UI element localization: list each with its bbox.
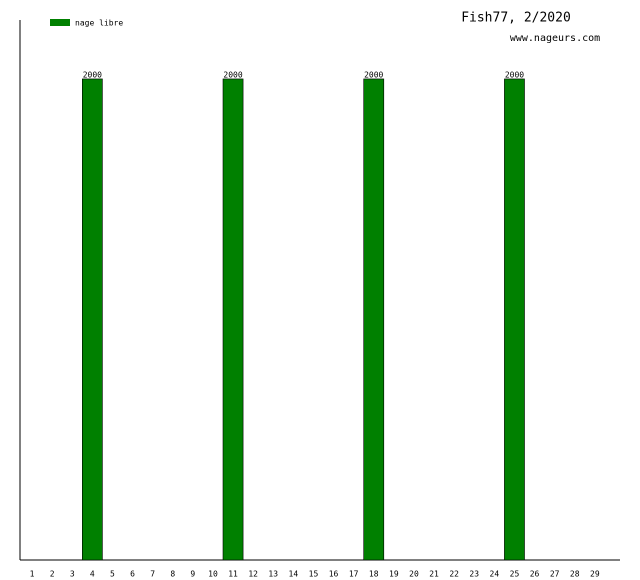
x-tick-label: 29 xyxy=(590,570,600,579)
x-tick-label: 14 xyxy=(289,570,299,579)
x-tick-label: 11 xyxy=(228,570,238,579)
x-tick-label: 27 xyxy=(550,570,560,579)
bar xyxy=(363,78,385,561)
x-tick-label: 9 xyxy=(190,570,195,579)
x-tick-label: 26 xyxy=(530,570,540,579)
x-tick-label: 18 xyxy=(369,570,379,579)
x-tick-label: 22 xyxy=(449,570,459,579)
value-label: 2000 xyxy=(83,70,102,79)
x-tick-label: 7 xyxy=(150,570,155,579)
x-tick-label: 23 xyxy=(469,570,479,579)
x-tick-label: 25 xyxy=(510,570,520,579)
chart-title: Fish77, 2/2020 xyxy=(461,11,571,26)
value-label: 2000 xyxy=(364,70,383,79)
x-tick-label: 13 xyxy=(268,570,278,579)
x-tick-label: 5 xyxy=(110,570,115,579)
x-tick-label: 20 xyxy=(409,570,419,579)
bar xyxy=(82,78,103,561)
chart-subtitle: www.nageurs.com xyxy=(510,33,600,44)
value-label: 2000 xyxy=(223,70,242,79)
x-tick-label: 24 xyxy=(490,570,500,579)
bar xyxy=(504,78,525,561)
x-tick-label: 10 xyxy=(208,570,218,579)
value-label: 2000 xyxy=(505,70,524,79)
x-tick-label: 6 xyxy=(130,570,135,579)
x-tick-label: 16 xyxy=(329,570,339,579)
x-tick-label: 17 xyxy=(349,570,359,579)
x-tick-label: 3 xyxy=(70,570,75,579)
x-tick-label: 8 xyxy=(170,570,175,579)
legend-swatch xyxy=(50,19,70,26)
x-tick-label: 1 xyxy=(30,570,35,579)
x-tick-label: 19 xyxy=(389,570,399,579)
x-tick-label: 28 xyxy=(570,570,580,579)
x-tick-label: 15 xyxy=(309,570,319,579)
x-tick-label: 21 xyxy=(429,570,439,579)
x-tick-label: 2 xyxy=(50,570,55,579)
legend-label: nage libre xyxy=(75,19,123,28)
x-tick-label: 12 xyxy=(248,570,258,579)
x-tick-label: 4 xyxy=(90,570,95,579)
bar xyxy=(222,78,244,561)
